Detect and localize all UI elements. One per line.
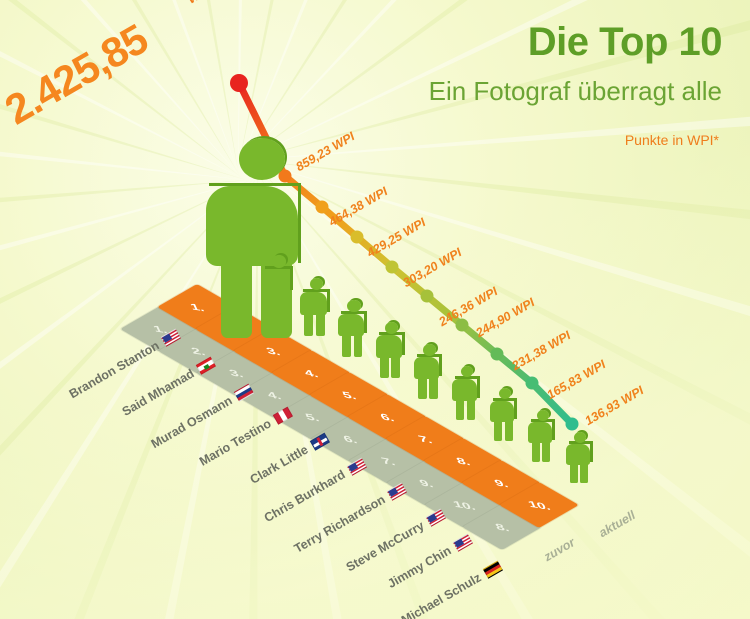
person-figure	[566, 432, 594, 483]
unit-note: Punkte in WPI*	[624, 132, 719, 148]
data-point-marker[interactable]	[350, 230, 364, 244]
person-figure	[452, 366, 482, 420]
person-figure	[376, 322, 407, 378]
data-point-marker[interactable]	[385, 260, 399, 274]
person-figure	[528, 410, 557, 462]
person-figure	[206, 138, 316, 338]
page-subtitle: Ein Fotograf überragt alle	[428, 76, 722, 106]
data-point-marker[interactable]	[230, 74, 248, 92]
data-point-marker[interactable]	[565, 417, 579, 431]
data-point-marker[interactable]	[490, 347, 504, 361]
trend-line	[235, 79, 576, 428]
person-figure	[414, 344, 444, 399]
person-figure	[262, 255, 295, 315]
data-point-marker[interactable]	[455, 318, 469, 332]
person-figure	[300, 278, 332, 336]
person-figure	[490, 388, 519, 441]
person-figure	[338, 300, 369, 357]
page-title: Die Top 10	[527, 20, 723, 64]
data-point-marker[interactable]	[315, 200, 329, 214]
data-point-marker[interactable]	[525, 376, 539, 390]
data-point-marker[interactable]	[420, 289, 434, 303]
data-point-marker[interactable]	[278, 169, 292, 183]
